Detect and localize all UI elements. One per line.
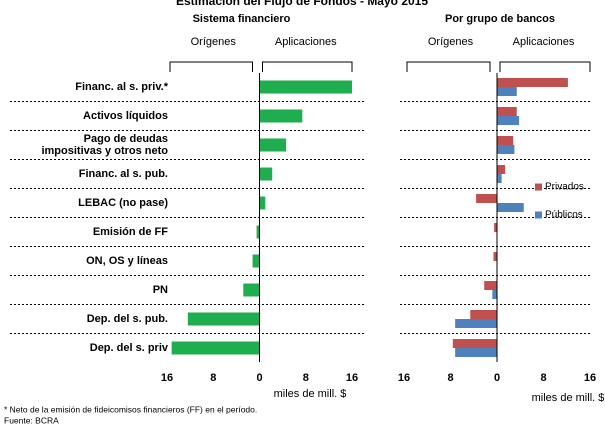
- x-tick-label: 0: [256, 372, 262, 384]
- bar: [493, 252, 497, 261]
- category-label: Emisión de FF: [92, 226, 168, 238]
- bar: [484, 281, 497, 290]
- annotation: Aplicaciones: [275, 36, 337, 48]
- bar: [497, 165, 506, 174]
- x-tick-label: 8: [447, 372, 453, 384]
- bar: [497, 136, 514, 145]
- bar: [455, 348, 497, 357]
- category-label: LEBAC (no pase): [78, 197, 168, 209]
- legend-swatch: [535, 183, 542, 191]
- bar: [243, 283, 260, 297]
- bar: [171, 341, 260, 355]
- bar: [497, 145, 515, 154]
- bracket: [406, 61, 491, 72]
- chart-title: Estimación del Flujo de Fondos - Mayo 20…: [176, 0, 428, 8]
- footnote: * Neto de la emisión de fideicomisos fin…: [4, 404, 257, 414]
- x-axis-label: miles de mill. $: [532, 392, 605, 404]
- category-label: Dep. del s. pub.: [86, 313, 168, 325]
- x-axis-label: miles de mill. $: [274, 388, 347, 400]
- x-tick-label: 16: [346, 372, 358, 384]
- category-label: Activos líquidos: [83, 110, 168, 122]
- bar: [259, 109, 303, 123]
- bracket: [169, 61, 253, 72]
- bar: [455, 319, 497, 328]
- bar: [492, 290, 497, 299]
- x-tick-label: 8: [540, 372, 546, 384]
- bar: [252, 254, 260, 268]
- bar: [259, 138, 287, 152]
- category-label: Pago de deudas impositivas y otros neto: [41, 133, 168, 157]
- x-tick-label: 16: [398, 372, 410, 384]
- panel-title: Sistema financiero: [193, 13, 291, 25]
- annotation: Orígenes: [191, 36, 237, 48]
- panel-title: Por grupo de bancos: [445, 13, 555, 25]
- bracket: [499, 61, 591, 72]
- bar: [259, 167, 273, 181]
- bar: [497, 87, 517, 96]
- x-tick-label: 16: [584, 372, 596, 384]
- category-label: Financ. al s. priv.*: [75, 81, 168, 93]
- x-tick-label: 8: [303, 372, 309, 384]
- bar: [497, 203, 524, 212]
- bar: [476, 194, 497, 203]
- x-tick-label: 16: [161, 372, 173, 384]
- annotation: Orígenes: [428, 36, 474, 48]
- x-tick-label: 0: [494, 372, 500, 384]
- category-label: Financ. al s. pub.: [78, 168, 168, 180]
- bracket: [262, 61, 353, 72]
- bar: [256, 225, 260, 239]
- source: Fuente: BCRA: [4, 415, 59, 425]
- bar: [259, 80, 352, 94]
- legend-swatch: [535, 211, 542, 219]
- bar: [497, 107, 517, 116]
- x-tick-label: 8: [210, 372, 216, 384]
- bar: [497, 116, 520, 125]
- legend-label: Privados: [545, 182, 584, 193]
- annotation: Aplicaciones: [513, 36, 575, 48]
- bar: [470, 310, 497, 319]
- legend-label: Públicos: [545, 210, 583, 221]
- category-label: PN: [152, 284, 168, 296]
- bar: [497, 174, 502, 183]
- bar: [497, 78, 568, 87]
- bar: [494, 223, 497, 232]
- category-label: Dep. del s. priv: [89, 342, 168, 354]
- bar: [452, 339, 497, 348]
- bar: [187, 312, 260, 326]
- category-label: ON, OS y líneas: [86, 255, 168, 267]
- bar: [259, 196, 266, 210]
